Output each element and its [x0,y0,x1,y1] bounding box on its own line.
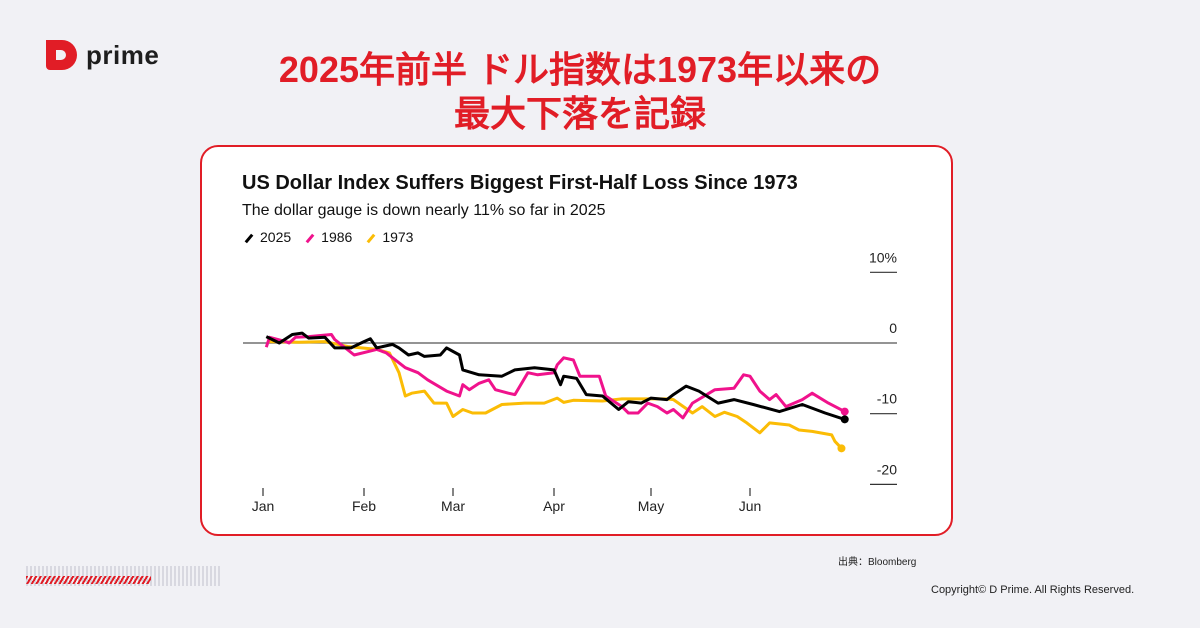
legend-label: 1986 [321,229,353,245]
d-prime-logo-icon [46,40,77,70]
decorative-red-stripes [26,576,151,584]
legend-label: 1973 [382,229,414,245]
source-note: 出典：Bloomberg [838,557,917,568]
x-tick-label: Jan [252,498,275,514]
series-line-2025 [265,331,846,421]
x-tick-label: May [638,498,664,514]
legend-item-2025: 2025 [244,229,291,245]
chart-subtitle: The dollar gauge is down nearly 11% so f… [242,202,606,219]
chart-title: US Dollar Index Suffers Biggest First-Ha… [242,172,798,194]
headline-line-1: 2025年前半 ドル指数は1973年以来の [278,49,882,90]
series-end-dot-2025 [840,415,849,424]
legend-item-1973: 1973 [366,229,413,245]
y-tick-label: 10% [869,249,897,265]
x-tick-label: Mar [441,498,465,514]
x-tick-label: Apr [543,498,565,514]
series-end-dot-1986 [840,407,849,416]
chart-legend: 2025 1986 1973 [244,229,413,245]
y-tick-label: 0 [889,320,897,336]
x-tick-label: Feb [352,498,376,514]
series-end-dot-1973 [837,444,846,453]
copyright: Copyright© D Prime. All Rights Reserved. [931,584,1135,596]
legend-label: 2025 [260,229,292,245]
decorative-stripes [26,566,221,586]
brand-name: prime [86,39,160,70]
y-tick-label: -20 [877,461,897,477]
x-tick-label: Jun [739,498,762,514]
legend-item-1986: 1986 [305,229,352,245]
series-line-1973 [269,340,843,450]
headline-line-2: 最大下落を記録 [453,93,706,134]
series-line-1986 [264,333,846,420]
chart-card [200,145,953,536]
brand-logo: prime [42,36,159,74]
headline: 2025年前半 ドル指数は1973年以来の 最大下落を記録 [200,48,960,136]
y-tick-label: -10 [877,391,897,407]
